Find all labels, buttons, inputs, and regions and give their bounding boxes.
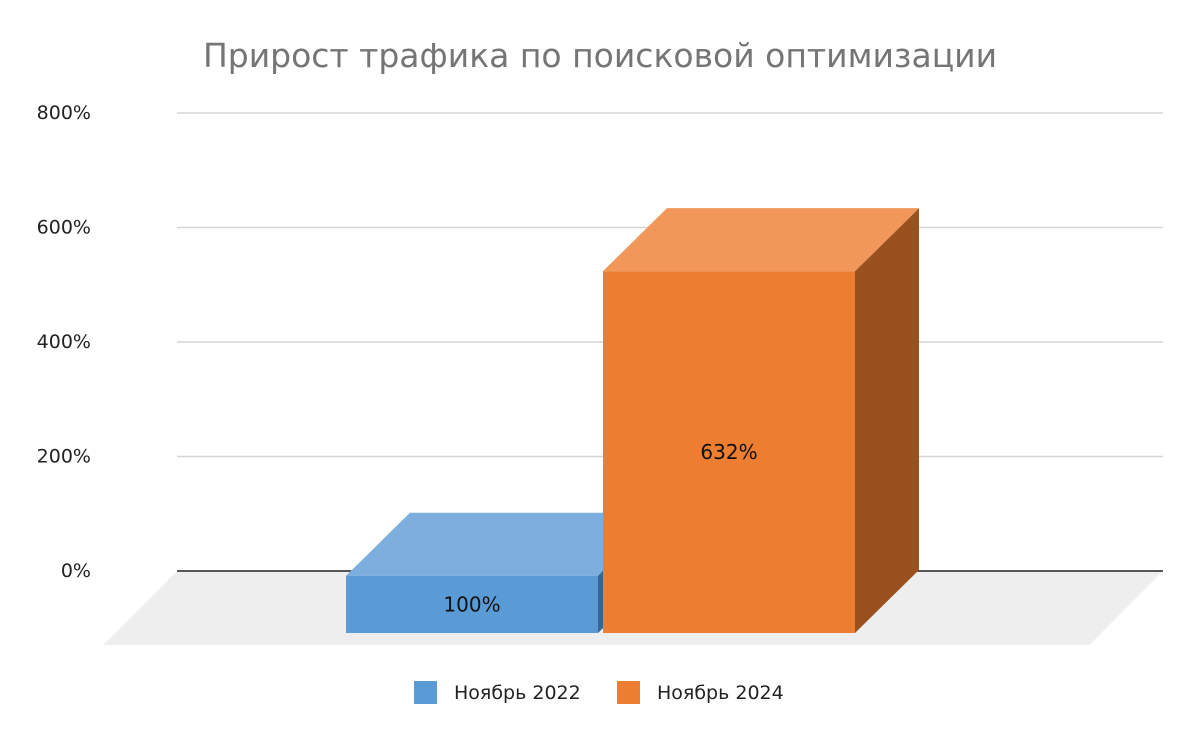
legend-swatch <box>617 681 640 704</box>
y-axis: 0% 200% 400% 600% 800% <box>37 102 91 582</box>
legend-label: Ноябрь 2022 <box>454 682 581 704</box>
y-tick-label: 600% <box>37 217 91 239</box>
y-tick-label: 200% <box>37 446 91 468</box>
bar-front-face <box>346 575 598 633</box>
y-tick-label: 0% <box>61 560 91 582</box>
data-label-layer: 100% 632% <box>443 440 757 616</box>
legend-item: Ноябрь 2024 <box>617 681 784 704</box>
bar-side-face <box>855 208 919 633</box>
bar-top-face <box>346 512 662 576</box>
data-label: 100% <box>443 592 500 616</box>
bar-top-face <box>603 208 919 272</box>
bar-layer <box>346 208 919 633</box>
y-tick-label: 400% <box>37 331 91 353</box>
legend-item: Ноябрь 2022 <box>414 681 581 704</box>
bar-front-face <box>603 271 855 633</box>
y-tick-label: 800% <box>37 102 91 124</box>
legend-label: Ноябрь 2024 <box>657 682 784 704</box>
legend-swatch <box>414 681 437 704</box>
bar-1 <box>346 512 662 633</box>
data-label: 632% <box>700 440 757 464</box>
legend: Ноябрь 2022 Ноябрь 2024 <box>414 681 784 704</box>
chart-title: Прирост трафика по поисковой оптимизации <box>203 36 997 75</box>
bar-2 <box>603 208 919 633</box>
